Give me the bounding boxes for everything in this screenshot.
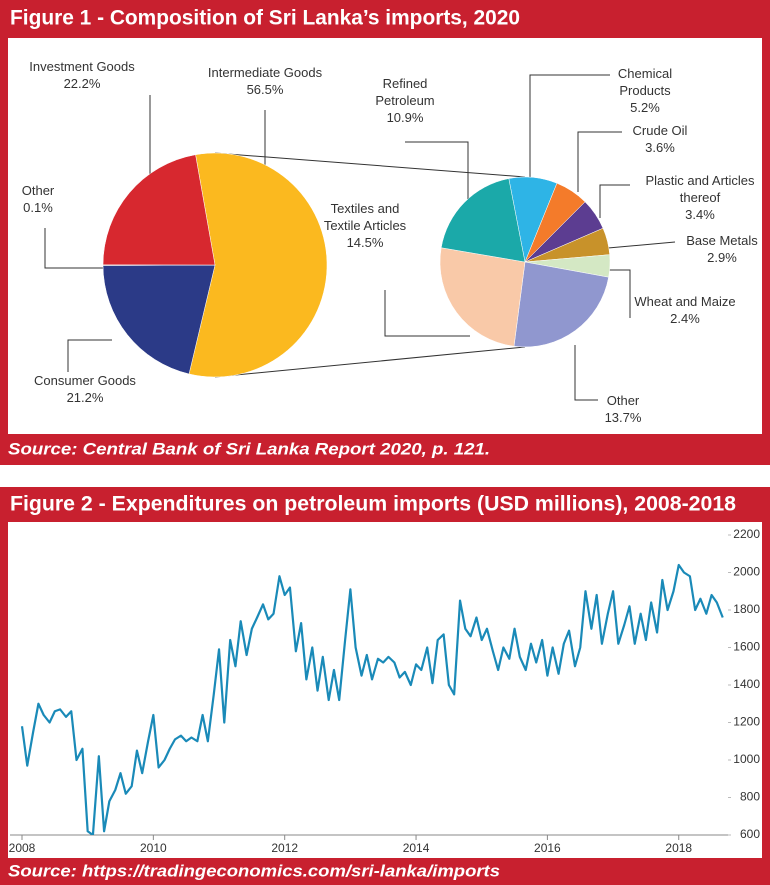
figure-2-source: Source: https://tradingeconomics.com/sri…	[8, 861, 500, 880]
leader-line	[607, 241, 676, 249]
y-tick-label: 2000	[733, 565, 760, 579]
y-tick-label: 1200	[733, 715, 760, 729]
slice-value: 21.2%	[66, 390, 104, 405]
pie-slice	[440, 178, 526, 263]
y-tick-label: 1600	[733, 640, 760, 654]
slice-value: 2.4%	[670, 311, 700, 326]
figure-2-panel	[8, 522, 762, 858]
pie-slice	[188, 152, 328, 378]
connector	[214, 152, 526, 178]
slice-name: Chemical Products	[617, 66, 673, 98]
slice-value: 56.5%	[246, 82, 284, 97]
connector	[214, 346, 526, 378]
slice-value: 2.9%	[707, 250, 737, 265]
y-tick-label: 1800	[733, 602, 760, 616]
slice-label: Other 0.1%	[8, 182, 68, 216]
slice-label: Other 13.7%	[593, 392, 653, 426]
slice-name: Plastic and Articles thereof	[645, 173, 755, 205]
leader-line	[384, 290, 470, 337]
slice-value: 22.2%	[63, 76, 101, 91]
pie-slice	[102, 264, 216, 375]
x-tick-label: 2016	[534, 841, 561, 855]
leader-line	[529, 74, 610, 182]
leader-line	[608, 269, 631, 318]
slice-label: Intermediate Goods 56.5%	[190, 64, 340, 98]
x-tick-label: 2012	[271, 841, 298, 855]
slice-value: 3.6%	[645, 140, 675, 155]
slice-name: Base Metals	[686, 233, 758, 248]
leader-line	[405, 141, 469, 200]
x-tick-label: 2010	[140, 841, 167, 855]
slice-name: Investment Goods	[29, 59, 135, 74]
slice-label: Plastic and Articles thereof 3.4%	[630, 172, 770, 223]
leader-line	[577, 131, 622, 192]
y-tick-label: 1400	[733, 677, 760, 691]
slice-label: Consumer Goods 21.2%	[15, 372, 155, 406]
slice-value: 5.2%	[630, 100, 660, 115]
slice-name: Wheat and Maize	[634, 294, 736, 309]
slice-label: Chemical Products 5.2%	[605, 65, 685, 116]
figure-2-title: Figure 2 - Expenditures on petroleum imp…	[10, 493, 736, 516]
slice-label: Refined Petroleum 10.9%	[365, 75, 445, 126]
slice-name: Refined Petroleum	[375, 76, 435, 108]
slice-name: Consumer Goods	[34, 373, 136, 388]
slice-name: Other	[21, 183, 55, 198]
slice-label: Textiles and Textile Articles 14.5%	[320, 200, 410, 251]
line-series	[20, 563, 724, 835]
connectors	[44, 74, 676, 401]
slice-label: Base Metals 2.9%	[672, 232, 770, 266]
figure-1-source: Source: Central Bank of Sri Lanka Report…	[8, 439, 490, 458]
slice-value: 13.7%	[604, 410, 642, 425]
leader-line	[67, 339, 112, 372]
slice-name: Other	[606, 393, 640, 408]
leader-line	[599, 184, 630, 218]
y-tick-label: 800	[740, 790, 760, 804]
y-tick-label: 600	[740, 827, 760, 841]
slice-name: Intermediate Goods	[207, 65, 323, 80]
pie-slice	[102, 154, 216, 266]
figure-1-title: Figure 1 - Composition of Sri Lanka’s im…	[10, 7, 520, 30]
leader-line	[574, 345, 598, 401]
slice-label: Investment Goods 22.2%	[12, 58, 152, 92]
y-tick-label: 1000	[733, 752, 760, 766]
slice-name: Crude Oil	[632, 123, 688, 138]
slice-name: Textiles and Textile Articles	[323, 201, 407, 233]
slice-label: Crude Oil 3.6%	[610, 122, 710, 156]
slice-value: 3.4%	[685, 207, 715, 222]
slice-value: 14.5%	[346, 235, 384, 250]
y-tick-label: 2200	[733, 527, 760, 541]
x-tick-label: 2008	[9, 841, 36, 855]
x-tick-label: 2014	[403, 841, 430, 855]
slice-label: Wheat and Maize 2.4%	[625, 293, 745, 327]
x-tick-label: 2018	[665, 841, 692, 855]
slice-value: 0.1%	[23, 200, 53, 215]
pie-slice	[513, 261, 609, 348]
slice-value: 10.9%	[386, 110, 424, 125]
pie-slice	[439, 247, 526, 347]
leader-line	[44, 228, 108, 269]
